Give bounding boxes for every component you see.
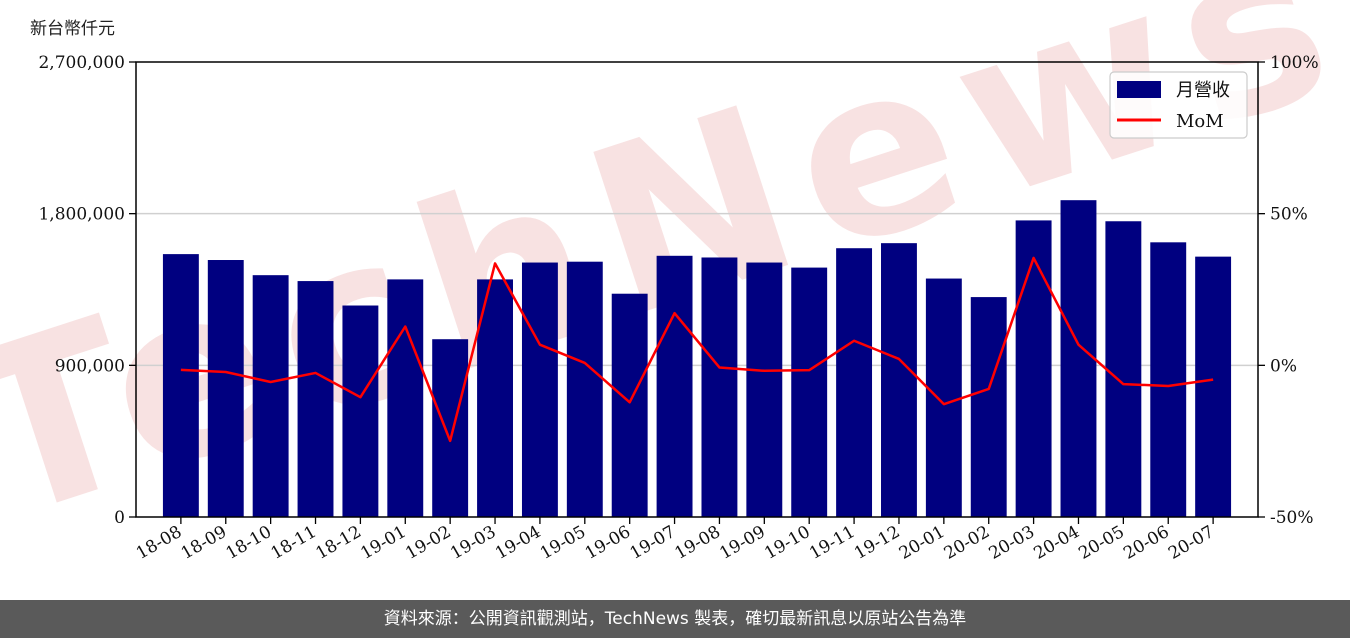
y-axis-unit-label: 新台幣仟元	[30, 19, 115, 39]
y-left-tick-label: 0	[114, 508, 125, 528]
bar-18-11	[297, 281, 334, 517]
bar-19-02	[432, 339, 469, 517]
bar-19-01	[387, 279, 424, 517]
x-tick-label: 20-04	[1031, 522, 1083, 564]
source-footer: 資料來源：公開資訊觀測站，TechNews 製表，確切最新訊息以原站公告為準	[0, 600, 1350, 638]
bar-20-03	[1015, 220, 1052, 517]
x-tick-label: 18-11	[268, 522, 320, 564]
x-tick-label: 19-08	[671, 522, 723, 564]
bar-19-07	[656, 255, 693, 517]
y-left-tick-label: 900,000	[55, 356, 125, 376]
x-tick-label: 19-07	[627, 522, 679, 564]
bar-18-08	[162, 254, 199, 517]
bar-19-06	[611, 293, 648, 517]
bar-20-05	[1105, 221, 1142, 517]
bar-series	[162, 200, 1232, 518]
y-left-tick-label: 2,700,000	[38, 53, 125, 73]
x-tick-label: 20-05	[1075, 522, 1127, 564]
legend-swatch-bar	[1117, 81, 1161, 98]
y-right-tick-label: 0%	[1270, 356, 1297, 376]
x-tick-label: 19-09	[716, 522, 768, 564]
x-tick-label: 18-10	[223, 522, 275, 564]
x-tick-label: 19-12	[851, 522, 903, 564]
bar-19-04	[521, 262, 558, 517]
bar-19-10	[791, 267, 828, 517]
x-tick-label: 19-06	[582, 522, 634, 564]
y-right-tick-label: 100%	[1270, 53, 1319, 73]
bar-20-07	[1195, 256, 1232, 517]
chart-area: 新台幣仟元 TechNews0900,0001,800,0002,700,000…	[0, 0, 1350, 572]
x-tick-label: 20-03	[986, 522, 1038, 564]
bar-19-08	[701, 257, 738, 517]
legend-label-mom: MoM	[1176, 111, 1224, 132]
x-tick-label: 18-12	[312, 522, 364, 564]
y-right-tick-label: -50%	[1270, 508, 1314, 528]
bar-18-09	[207, 260, 244, 517]
bar-20-06	[1150, 242, 1187, 517]
x-tick-label: 20-06	[1120, 522, 1172, 564]
x-tick-label: 20-01	[896, 522, 948, 564]
bar-20-02	[970, 297, 1007, 517]
bar-19-05	[566, 261, 603, 517]
legend-label-revenue: 月營收	[1176, 80, 1230, 101]
chart-svg: TechNews0900,0001,800,0002,700,000-50%0%…	[0, 0, 1350, 572]
x-tick-label: 19-10	[761, 522, 813, 564]
x-tick-label: 18-09	[178, 522, 230, 564]
x-tick-label: 20-07	[1165, 522, 1217, 564]
bar-18-10	[252, 275, 289, 517]
x-tick-label: 19-11	[806, 522, 858, 564]
bar-20-04	[1060, 200, 1097, 517]
bar-20-01	[925, 278, 962, 517]
plot-frame	[135, 61, 1259, 518]
bar-19-09	[746, 262, 783, 517]
y-right-tick-label: 50%	[1270, 205, 1308, 225]
mom-line	[180, 256, 1214, 443]
x-tick-label: 20-02	[941, 522, 993, 564]
bar-18-12	[342, 305, 379, 517]
y-left-tick-label: 1,800,000	[38, 205, 125, 225]
bar-19-11	[836, 248, 873, 518]
bar-19-03	[477, 279, 513, 517]
x-tick-label: 19-01	[357, 522, 409, 564]
x-tick-label: 19-02	[402, 522, 454, 564]
x-tick-label: 19-04	[492, 522, 544, 564]
legend: 月營收 MoM	[1109, 71, 1248, 139]
bar-19-12	[881, 243, 917, 517]
x-tick-label: 19-05	[537, 522, 589, 564]
x-tick-label: 19-03	[447, 522, 499, 564]
